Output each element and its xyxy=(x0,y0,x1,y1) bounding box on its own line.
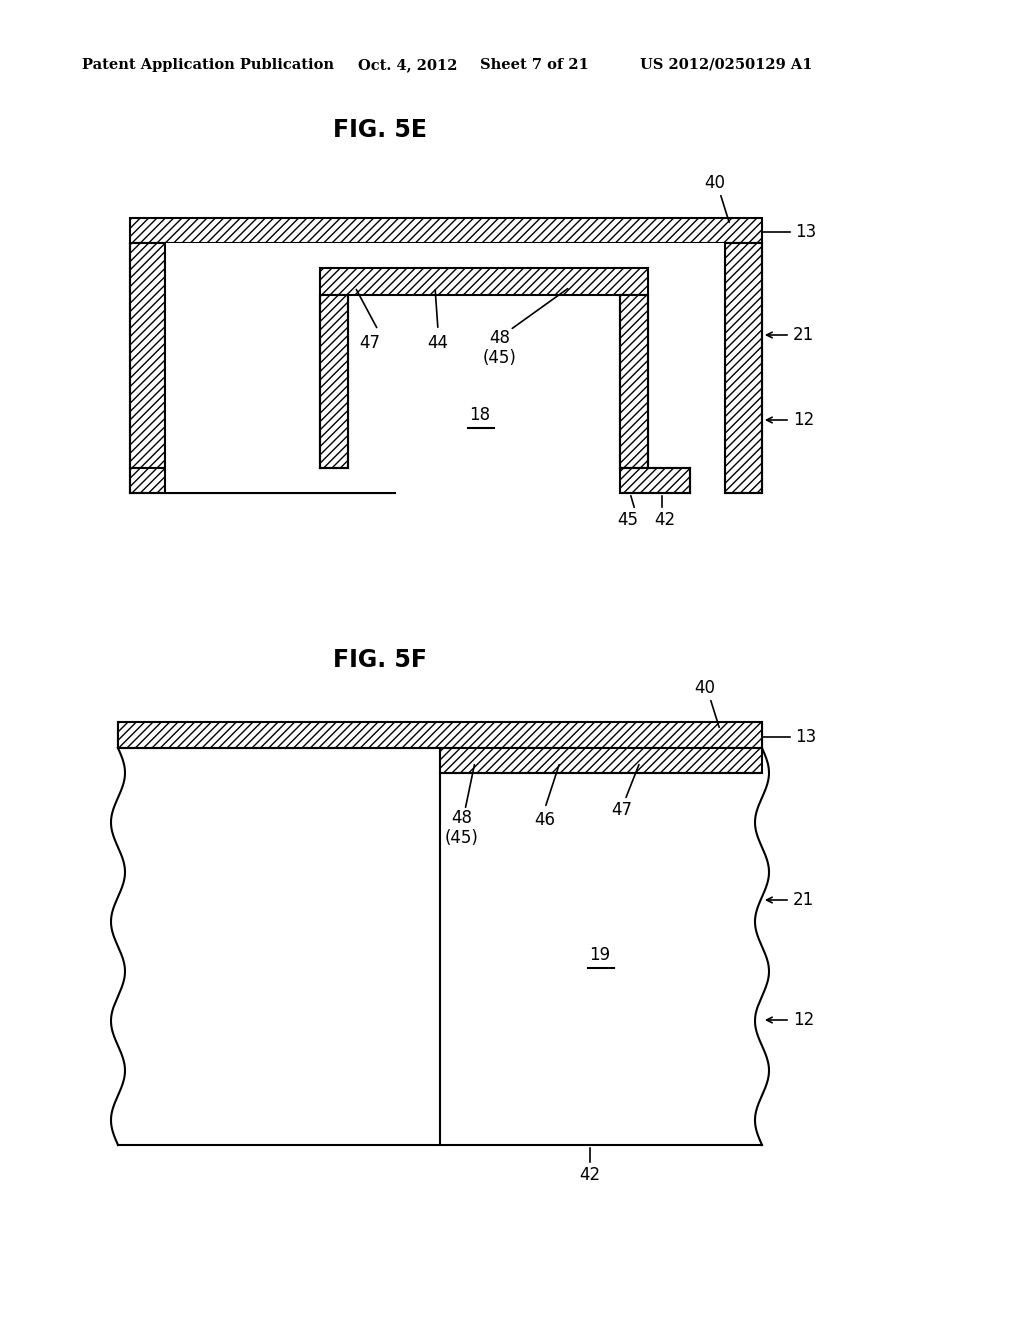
Bar xyxy=(130,243,165,469)
Text: 12: 12 xyxy=(793,1011,814,1030)
Bar xyxy=(620,294,648,469)
Bar xyxy=(319,294,348,469)
Bar xyxy=(319,268,648,294)
Text: 13: 13 xyxy=(795,729,816,746)
Text: (45): (45) xyxy=(445,829,479,847)
Text: Sheet 7 of 21: Sheet 7 of 21 xyxy=(480,58,589,73)
Text: 21: 21 xyxy=(793,891,814,909)
Text: Patent Application Publication: Patent Application Publication xyxy=(82,58,334,73)
Text: 46: 46 xyxy=(535,810,555,829)
Bar xyxy=(130,469,395,492)
Text: Oct. 4, 2012: Oct. 4, 2012 xyxy=(358,58,458,73)
Text: 40: 40 xyxy=(705,174,725,191)
Bar xyxy=(165,243,725,492)
Text: 45: 45 xyxy=(617,511,639,529)
Text: 42: 42 xyxy=(580,1166,600,1184)
Bar xyxy=(130,218,762,243)
Text: 40: 40 xyxy=(694,678,716,697)
Text: 44: 44 xyxy=(427,334,449,352)
Text: 42: 42 xyxy=(654,511,676,529)
Bar xyxy=(725,243,762,492)
Bar xyxy=(118,722,762,748)
Text: FIG. 5F: FIG. 5F xyxy=(333,648,427,672)
Text: 18: 18 xyxy=(469,407,490,424)
Bar xyxy=(620,469,690,492)
Text: 47: 47 xyxy=(611,801,633,818)
Text: 47: 47 xyxy=(359,334,381,352)
Text: 48: 48 xyxy=(452,809,472,828)
Text: (45): (45) xyxy=(483,348,517,367)
Text: 21: 21 xyxy=(793,326,814,345)
Text: US 2012/0250129 A1: US 2012/0250129 A1 xyxy=(640,58,812,73)
Text: FIG. 5E: FIG. 5E xyxy=(333,117,427,143)
Text: 12: 12 xyxy=(793,411,814,429)
Text: 13: 13 xyxy=(795,223,816,242)
Bar xyxy=(348,294,620,469)
Bar xyxy=(440,748,762,774)
Bar xyxy=(118,748,762,1144)
Text: 48: 48 xyxy=(489,329,511,347)
Text: 19: 19 xyxy=(590,946,610,964)
